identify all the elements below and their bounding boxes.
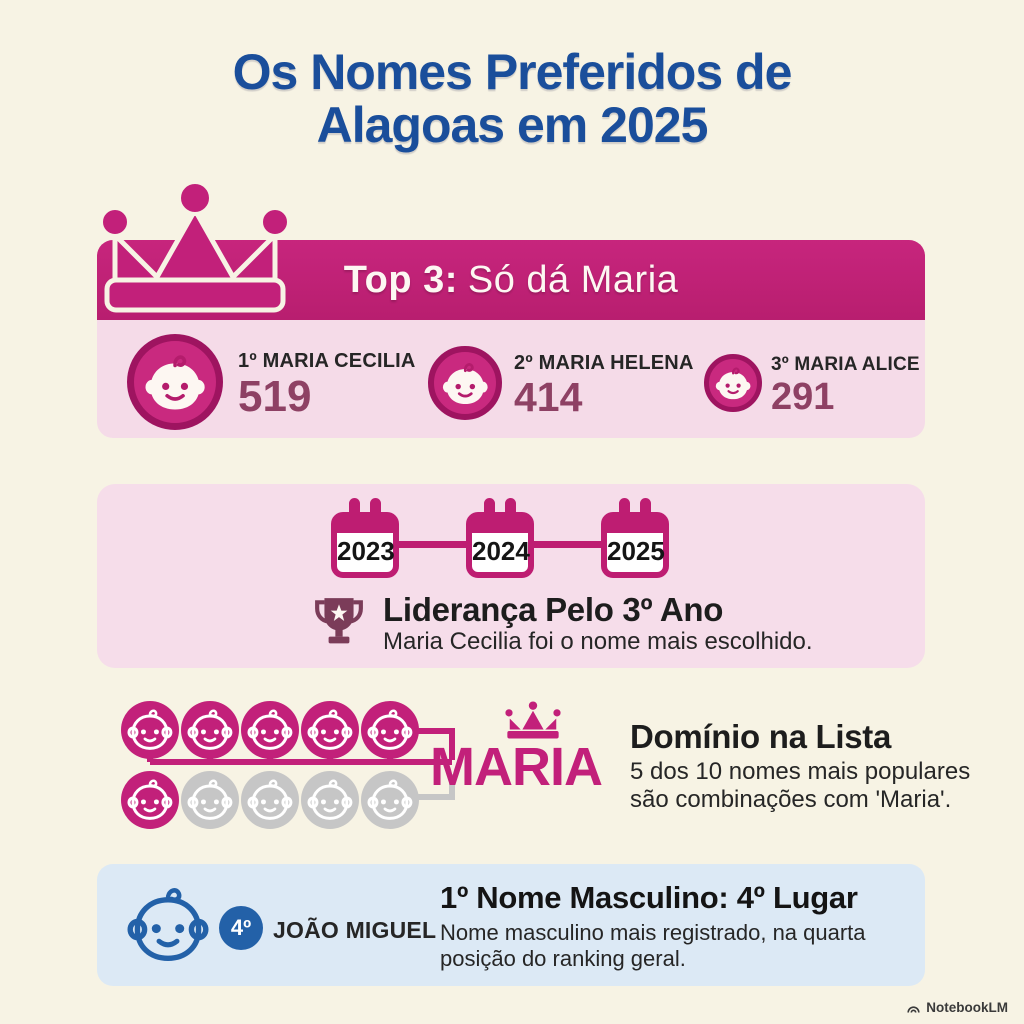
baby-icon-rank1	[127, 334, 223, 430]
calendar-ring	[370, 498, 381, 522]
dominance-heading: Domínio na Lista	[630, 718, 892, 755]
masculine-name: JOÃO MIGUEL	[273, 917, 437, 943]
maria-word: MARIA	[430, 737, 603, 797]
trophy-icon	[313, 592, 365, 650]
rank-3-label: 3º	[771, 354, 789, 375]
dominance-line2: são combinações com 'Maria'.	[630, 786, 952, 813]
top3-header-light: Só dá Maria	[467, 258, 679, 301]
calendar-icon-2023: 2023	[331, 498, 399, 578]
count-3-value: 291	[771, 376, 835, 418]
other-baby-icon-10	[361, 771, 419, 829]
maria-baby-icon-4	[301, 701, 359, 759]
masculine-subtitle: Nome masculino mais registrado, na quart…	[440, 920, 866, 972]
calendar-header	[606, 517, 664, 533]
page-title-line1: Os Nomes Preferidos de	[232, 44, 793, 100]
dominance-subtitle: 5 dos 10 nomes mais populares são combin…	[630, 758, 970, 814]
leadership-subtitle: Maria Cecilia foi o nome mais escolhido.	[383, 628, 813, 655]
calendar-ring	[505, 498, 516, 522]
name-2-label: MARIA HELENA	[538, 352, 694, 374]
maria-baby-icon-5	[361, 701, 419, 759]
boy-baby-icon	[123, 880, 213, 970]
other-baby-icon-7	[181, 771, 239, 829]
leadership-heading: Liderança Pelo 3º Ano	[383, 591, 724, 628]
page-title-line2: Alagoas em 2025	[316, 97, 709, 153]
baby-icon-rank2	[428, 346, 502, 420]
top3-card: Top 3: Só dá Maria	[97, 240, 925, 438]
calendar-header	[336, 517, 394, 533]
rank-1-label: 1º	[238, 350, 257, 372]
maria-baby-icon-1	[121, 701, 179, 759]
calendar-header	[471, 517, 529, 533]
calendar-icon-2024: 2024	[466, 498, 534, 578]
calendar-connector	[532, 541, 603, 548]
masculine-heading: 1º Nome Masculino: 4º Lugar	[440, 880, 858, 915]
other-baby-icon-9	[301, 771, 359, 829]
rank-4-badge: 4º	[219, 906, 263, 950]
leadership-card: 2023 2024 2025 Liderança Pelo 3º Ano Mar…	[97, 484, 925, 668]
calendar-connector	[397, 541, 468, 548]
calendar-ring	[640, 498, 651, 522]
year-label-2025: 2025	[607, 536, 665, 566]
count-1-value: 519	[238, 372, 312, 421]
calendar-ring	[484, 498, 495, 522]
year-label-2023: 2023	[337, 536, 395, 566]
masculine-line2: posição do ranking geral.	[440, 946, 686, 971]
masculine-line1: Nome masculino mais registrado, na quart…	[440, 920, 866, 945]
maria-baby-icon-6	[121, 771, 179, 829]
top3-header-strong: Top 3:	[343, 258, 458, 301]
maria-baby-icon-3	[241, 701, 299, 759]
top3-body-panel	[97, 320, 925, 438]
crown-icon	[95, 180, 295, 325]
name-1-label: MARIA CECILIA	[262, 350, 416, 372]
name-3-label: MARIA ALICE	[794, 354, 920, 375]
dominance-line1: 5 dos 10 nomes mais populares	[630, 758, 971, 785]
watermark: NotebookLM	[906, 1000, 1008, 1015]
masculine-card: 4º JOÃO MIGUEL 1º Nome Masculino: 4º Lug…	[97, 864, 925, 986]
calendar-icon-2025: 2025	[601, 498, 669, 578]
top3-entry-1: 1º MARIA CECILIA 519	[238, 350, 416, 419]
rank-2-label: 2º	[514, 352, 533, 374]
top3-header-text: Top 3: Só dá Maria	[344, 259, 679, 302]
other-baby-icon-8	[241, 771, 299, 829]
baby-icon-rank3	[704, 354, 762, 412]
calendar-ring	[349, 498, 360, 522]
notebooklm-brand: NotebookLM	[926, 1000, 1008, 1015]
maria-baby-icon-2	[181, 701, 239, 759]
top3-entry-2: 2º MARIA HELENA 414	[514, 352, 694, 418]
calendar-ring	[619, 498, 630, 522]
top3-entry-3: 3º MARIA ALICE 291	[771, 354, 920, 416]
page-title: Os Nomes Preferidos de Alagoas em 2025	[0, 46, 1024, 152]
count-2-value: 414	[514, 374, 583, 420]
year-label-2024: 2024	[472, 536, 530, 566]
notebooklm-logo-icon	[906, 1000, 921, 1015]
